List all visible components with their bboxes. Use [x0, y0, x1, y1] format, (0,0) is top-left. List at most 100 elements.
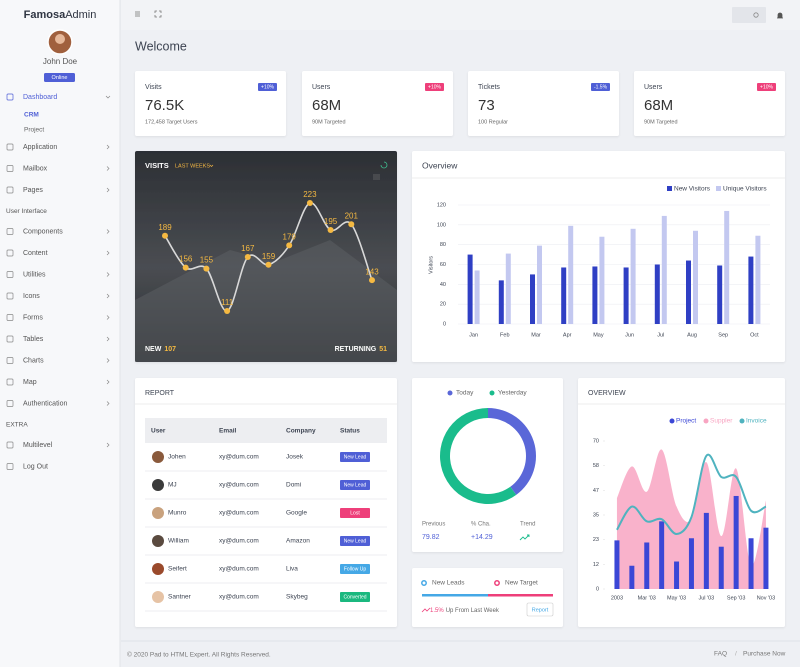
bar — [763, 527, 769, 589]
donut-slice — [488, 408, 536, 495]
search-icon — [753, 12, 759, 18]
status-badge — [340, 452, 370, 462]
menu-icon — [6, 378, 14, 386]
visits-point — [265, 261, 272, 268]
returning-label: RETURNING — [335, 346, 377, 353]
visits-filter[interactable]: LAST WEEKS — [175, 163, 210, 169]
menu-toggle[interactable] — [135, 11, 140, 17]
bell-icon[interactable] — [777, 12, 783, 19]
menu-item[interactable]: Tables — [23, 336, 44, 343]
x-tick-label: Feb — [500, 332, 509, 338]
visits-point — [306, 200, 313, 206]
status-badge — [340, 592, 370, 602]
stat-label: Trend — [520, 522, 535, 528]
column-header: User — [151, 428, 166, 435]
menu-item[interactable]: Utilities — [23, 271, 46, 278]
x-tick-label: Jul '03 — [698, 595, 714, 601]
stat-title: Users — [644, 84, 663, 91]
menu-icon — [6, 335, 14, 343]
menu-item[interactable]: Map — [23, 379, 37, 386]
stat-value: 68M — [312, 97, 341, 114]
menu-chevron — [106, 336, 110, 342]
visits-point — [286, 242, 293, 249]
menu-item[interactable]: Multilevel — [23, 442, 53, 449]
overview-title: Overview — [422, 160, 458, 170]
mountain — [135, 240, 397, 362]
menu-chevron — [106, 379, 110, 385]
search-box[interactable] — [732, 7, 766, 23]
table-cell: Liva — [286, 566, 298, 573]
menu-item[interactable]: Mailbox — [23, 165, 48, 172]
bar — [467, 254, 473, 324]
visits-title: VISITS — [145, 161, 169, 170]
bar — [688, 538, 694, 589]
legend-dot — [421, 580, 427, 586]
visits-point — [348, 221, 355, 228]
progress-right — [488, 594, 553, 597]
stat-sub: 90M Targeted — [644, 119, 678, 125]
table-cell: xy@dum.com — [219, 510, 259, 517]
visits-value-label: 155 — [200, 256, 214, 265]
submenu-item[interactable]: CRM — [24, 112, 39, 119]
stat-badge — [757, 83, 776, 91]
table-cell: Amazon — [286, 538, 310, 545]
user-avatar — [152, 451, 164, 463]
menu-item[interactable]: Dashboard — [23, 94, 57, 101]
menu-item[interactable]: Charts — [23, 357, 44, 364]
visits-point — [203, 265, 210, 272]
x-tick-label: Mar — [531, 332, 541, 338]
bar — [561, 267, 567, 324]
legend-label: New Target — [505, 580, 538, 587]
stat-badge-text: +10% — [261, 85, 274, 91]
x-tick-label: May — [593, 332, 604, 338]
menu-icon[interactable] — [373, 174, 380, 180]
menu-item[interactable]: Components — [23, 228, 63, 235]
stat-value: 73 — [478, 97, 495, 114]
x-tick-label: Jun — [625, 332, 634, 338]
menu-item[interactable]: Content — [23, 250, 48, 257]
user-avatar — [152, 535, 164, 547]
mixed-title: OVERVIEW — [588, 390, 626, 397]
legend-label: Suppler — [710, 418, 733, 425]
new-value: 107 — [164, 346, 176, 353]
table-cell: xy@dum.com — [219, 594, 259, 601]
report-button[interactable] — [526, 602, 554, 617]
table-cell: Santner — [168, 594, 192, 601]
stat-label: Previous — [422, 522, 445, 528]
report-title: REPORT — [145, 390, 175, 397]
progress-left — [422, 594, 488, 597]
menu-chevron — [106, 272, 110, 277]
fullscreen-toggle[interactable] — [154, 10, 162, 18]
bar — [630, 228, 636, 324]
footer-link[interactable]: FAQ — [714, 651, 727, 658]
menu-item[interactable]: Icons — [23, 293, 40, 300]
menu-item[interactable]: Authentication — [23, 400, 67, 407]
table-cell: MJ — [168, 482, 177, 489]
table-cell: xy@dum.com — [219, 538, 259, 545]
column-header: Company — [286, 428, 316, 435]
user-avatar — [152, 507, 164, 519]
y-tick-label: 0 — [443, 321, 446, 327]
legend-label: Unique Visitors — [723, 186, 767, 193]
menu-item[interactable]: Forms — [23, 314, 43, 321]
footer-link[interactable]: Purchase Now — [743, 651, 786, 658]
menu-item[interactable]: Application — [23, 144, 57, 151]
menu-icon — [6, 143, 14, 151]
stat-badge-text: +10% — [760, 85, 773, 91]
submenu-item[interactable]: Project — [24, 127, 44, 134]
report-button-text[interactable]: Report — [532, 607, 549, 613]
bar — [498, 280, 504, 324]
refresh-icon[interactable] — [380, 161, 388, 169]
legend-dot — [703, 418, 709, 424]
visits-point — [182, 264, 189, 271]
y-tick-label: 23 — [593, 537, 599, 543]
status-badge — [340, 480, 370, 490]
stat-badge — [258, 83, 277, 91]
column-header: Status — [340, 428, 360, 435]
change-value: 1.5% — [430, 608, 444, 614]
menu-item[interactable]: Pages — [23, 187, 43, 194]
menu-chevron — [106, 250, 110, 256]
bar — [659, 521, 665, 589]
menu-item[interactable]: Log Out — [23, 463, 48, 470]
